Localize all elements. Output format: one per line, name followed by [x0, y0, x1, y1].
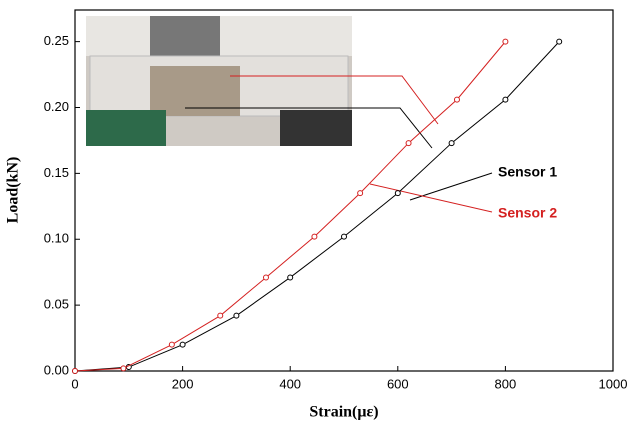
inset-photo — [86, 16, 352, 146]
point — [394, 190, 401, 197]
point — [502, 38, 509, 45]
y-tick-label: 0.15 — [44, 165, 69, 180]
point — [448, 140, 455, 147]
point — [179, 341, 186, 348]
point — [217, 312, 224, 319]
annotation-arrows — [185, 75, 493, 213]
point — [357, 190, 364, 197]
x-tick-label: 1000 — [599, 376, 628, 391]
series-label: Sensor 1 — [498, 164, 557, 180]
series-line — [74, 41, 506, 372]
y-tick-label: 0.20 — [44, 99, 69, 114]
y-tick-label: 0.00 — [44, 362, 69, 377]
y-tick-label: 0.05 — [44, 297, 69, 312]
x-tick-label: 0 — [71, 376, 78, 391]
point — [405, 140, 412, 147]
point — [556, 38, 563, 45]
y-tick-label: 0.25 — [44, 33, 69, 48]
point — [120, 365, 127, 372]
point — [311, 233, 318, 240]
series-label: Sensor 2 — [498, 205, 557, 221]
x-axis-title: Strain(με) — [309, 404, 378, 421]
series-line — [74, 41, 560, 372]
point — [502, 96, 509, 103]
point — [168, 341, 175, 348]
y-tick-label: 0.10 — [44, 231, 69, 246]
x-tick-label: 800 — [495, 376, 517, 391]
point — [72, 368, 78, 374]
plot-frame — [74, 9, 614, 372]
point — [233, 312, 240, 319]
y-axis-title: Load(kN) — [5, 157, 22, 224]
point — [262, 274, 269, 281]
point — [287, 274, 294, 281]
x-tick-label: 600 — [387, 376, 409, 391]
point — [341, 233, 347, 240]
point — [453, 96, 460, 103]
x-tick-label: 200 — [172, 376, 194, 391]
x-tick-label: 400 — [279, 376, 301, 391]
